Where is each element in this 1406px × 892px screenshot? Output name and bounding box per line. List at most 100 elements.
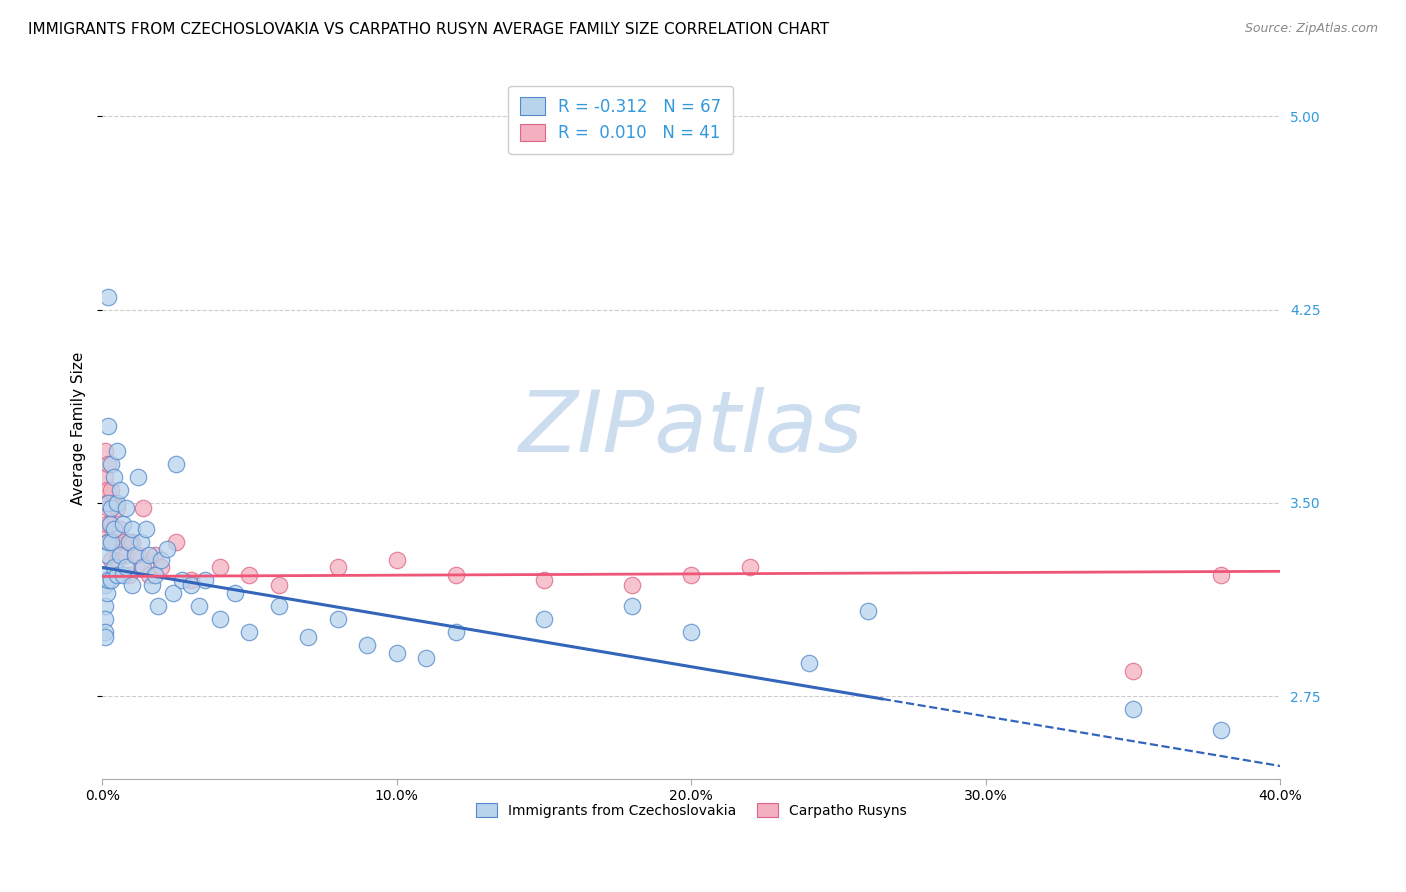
Point <box>1122 702 1144 716</box>
Point <box>132 501 155 516</box>
Point <box>94 568 117 582</box>
Point <box>105 552 128 566</box>
Point <box>103 496 125 510</box>
Point <box>444 624 467 639</box>
Point <box>97 496 120 510</box>
Point <box>118 534 141 549</box>
Point <box>105 444 128 458</box>
Point <box>356 638 378 652</box>
Point <box>114 560 136 574</box>
Point <box>621 578 644 592</box>
Point <box>94 496 117 510</box>
Text: IMMIGRANTS FROM CZECHOSLOVAKIA VS CARPATHO RUSYN AVERAGE FAMILY SIZE CORRELATION: IMMIGRANTS FROM CZECHOSLOVAKIA VS CARPAT… <box>28 22 830 37</box>
Point <box>100 534 122 549</box>
Point <box>100 457 122 471</box>
Point <box>111 516 134 531</box>
Point <box>108 483 131 497</box>
Text: ZIPatlas: ZIPatlas <box>519 386 863 470</box>
Point <box>127 470 149 484</box>
Point <box>415 650 437 665</box>
Point <box>797 656 820 670</box>
Point <box>150 560 173 574</box>
Point <box>105 568 128 582</box>
Point <box>100 516 122 531</box>
Point <box>96 548 118 562</box>
Point <box>94 624 117 639</box>
Point <box>96 483 118 497</box>
Point <box>1211 568 1233 582</box>
Point <box>156 542 179 557</box>
Point <box>124 548 146 562</box>
Point <box>135 522 157 536</box>
Point <box>103 522 125 536</box>
Point <box>94 578 117 592</box>
Point <box>180 578 202 592</box>
Point <box>681 624 703 639</box>
Point <box>98 516 121 531</box>
Point <box>188 599 211 614</box>
Point <box>132 560 155 574</box>
Point <box>238 568 260 582</box>
Point <box>208 612 231 626</box>
Point <box>121 534 143 549</box>
Y-axis label: Average Family Size: Average Family Size <box>72 351 86 505</box>
Point <box>94 599 117 614</box>
Point <box>150 552 173 566</box>
Point <box>94 630 117 644</box>
Point <box>143 568 166 582</box>
Point <box>143 548 166 562</box>
Point <box>100 483 122 497</box>
Point <box>165 534 187 549</box>
Text: Source: ZipAtlas.com: Source: ZipAtlas.com <box>1244 22 1378 36</box>
Point <box>326 612 349 626</box>
Point <box>681 568 703 582</box>
Point <box>105 501 128 516</box>
Point <box>1211 723 1233 737</box>
Point <box>856 604 879 618</box>
Point <box>444 568 467 582</box>
Point <box>103 560 125 574</box>
Point <box>385 552 408 566</box>
Point <box>267 599 290 614</box>
Point <box>105 496 128 510</box>
Point <box>97 418 120 433</box>
Point <box>103 470 125 484</box>
Point <box>100 552 122 566</box>
Point <box>114 548 136 562</box>
Point <box>138 568 160 582</box>
Point <box>108 522 131 536</box>
Point <box>180 574 202 588</box>
Point <box>740 560 762 574</box>
Point <box>238 624 260 639</box>
Point <box>1122 664 1144 678</box>
Point <box>138 548 160 562</box>
Point <box>94 470 117 484</box>
Point <box>111 568 134 582</box>
Point <box>141 578 163 592</box>
Point <box>297 630 319 644</box>
Point <box>127 548 149 562</box>
Point <box>96 586 118 600</box>
Point <box>129 560 152 574</box>
Point <box>533 574 555 588</box>
Point <box>97 457 120 471</box>
Point <box>146 599 169 614</box>
Point <box>267 578 290 592</box>
Point <box>94 444 117 458</box>
Point <box>114 501 136 516</box>
Point <box>100 501 122 516</box>
Legend: Immigrants from Czechoslovakia, Carpatho Rusyns: Immigrants from Czechoslovakia, Carpatho… <box>470 796 914 824</box>
Point <box>162 586 184 600</box>
Point <box>96 516 118 531</box>
Point <box>97 574 120 588</box>
Point <box>121 522 143 536</box>
Point <box>129 534 152 549</box>
Point <box>94 522 117 536</box>
Point <box>103 534 125 549</box>
Point <box>165 457 187 471</box>
Point <box>108 548 131 562</box>
Point <box>326 560 349 574</box>
Point <box>533 612 555 626</box>
Point <box>121 578 143 592</box>
Point <box>97 290 120 304</box>
